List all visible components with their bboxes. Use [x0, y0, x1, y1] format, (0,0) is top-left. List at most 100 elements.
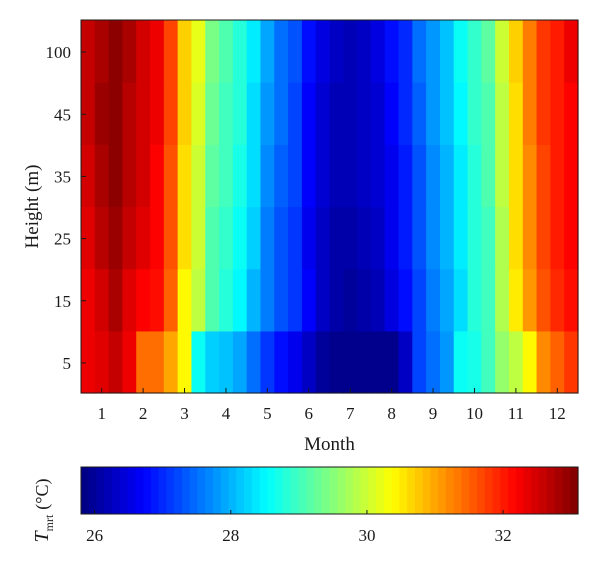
heatmap-cell [81, 206, 96, 270]
heatmap-cell [495, 268, 510, 332]
colorbar-strip [275, 467, 284, 514]
heatmap-cell [467, 268, 482, 332]
heatmap-cell [205, 82, 220, 145]
x-tick-label: 9 [429, 404, 438, 423]
colorbar-strip [345, 467, 354, 514]
colorbar-strip [236, 467, 245, 514]
colorbar-strip [515, 467, 525, 514]
colorbar-strip [352, 467, 362, 514]
heatmap-cell [481, 268, 496, 332]
colorbar-strip [189, 467, 199, 514]
heatmap-cell [150, 268, 165, 332]
heatmap-cell [108, 20, 124, 83]
heatmap-cell [536, 144, 551, 208]
colorbar-strip [484, 467, 494, 514]
heatmap-cell [536, 206, 551, 270]
heatmap-cell [412, 144, 427, 208]
colorbar-frame [80, 466, 579, 515]
heatmap-cell [357, 330, 372, 394]
heatmap-cell [426, 20, 441, 83]
heatmap-cell [94, 144, 110, 208]
colorbar-strip [181, 467, 191, 514]
heatmap-cell [564, 144, 579, 208]
colorbar-strip [554, 467, 564, 514]
colorbar-strip [282, 467, 292, 514]
heatmap-cell [564, 20, 579, 83]
heatmap-cell [412, 82, 427, 145]
heatmap-cell [453, 82, 469, 145]
heatmap-cell [357, 268, 372, 332]
heatmap-cell [191, 144, 206, 208]
heatmap-cell [536, 330, 551, 394]
colorbar-strip [469, 467, 478, 514]
heatmap-cell [439, 82, 455, 145]
colorbar-strip [112, 467, 121, 514]
heatmap-cell [94, 20, 110, 83]
colorbar-strip [220, 467, 230, 514]
heatmap-cell [564, 206, 579, 270]
colorbar-strip [438, 467, 447, 514]
heatmap-cell [81, 82, 96, 145]
colorbar-strip [306, 467, 315, 514]
heatmap-cell [495, 206, 510, 270]
colorbar-strip [313, 467, 323, 514]
colorbar-strip [422, 467, 432, 514]
heatmap-cell [495, 144, 510, 208]
heatmap-cell [426, 206, 441, 270]
heatmap-cell [232, 82, 248, 145]
heatmap-cell [357, 82, 372, 145]
heatmap-cell [288, 206, 303, 270]
colorbar-strip [508, 467, 517, 514]
heatmap-cell [343, 144, 358, 208]
x-tick-label: 8 [387, 404, 396, 423]
heatmap-cell [136, 206, 151, 270]
colorbar-strip [407, 467, 416, 514]
colorbar-strip [337, 467, 346, 514]
heatmap-cell [508, 20, 524, 83]
heatmap-cell [329, 82, 344, 145]
x-tick-label: 5 [263, 404, 272, 423]
y-tick-label: 100 [46, 43, 72, 62]
heatmap-cell [246, 144, 262, 208]
heatmap-cell [260, 268, 275, 332]
heatmap-cell [522, 144, 538, 208]
colorbar-strip [150, 467, 160, 514]
heatmap-cell [522, 330, 538, 394]
heatmap-cell [467, 144, 482, 208]
x-tick-label: 2 [139, 404, 148, 423]
heatmap-cell [232, 20, 248, 83]
heatmap-cell [384, 144, 400, 208]
colorbar-ticks: 26 28 30 32 [86, 510, 512, 545]
heatmap-cell [219, 144, 234, 208]
heatmap-cell [495, 330, 510, 394]
colorbar-strip [383, 467, 393, 514]
heatmap-cell [191, 20, 206, 83]
heatmap-cell [163, 268, 179, 332]
heatmap-cell [467, 82, 482, 145]
heatmap-cell [315, 82, 331, 145]
colorbar-strip [228, 467, 237, 514]
heatmap-cell [260, 206, 275, 270]
heatmap-cell [522, 268, 538, 332]
heatmap-cell [288, 268, 303, 332]
heatmap-cell [412, 268, 427, 332]
heatmap-cell [94, 82, 110, 145]
heatmap-cell [301, 330, 317, 394]
heatmap-cell [439, 330, 455, 394]
heatmap-cell [191, 82, 206, 145]
heatmap-cell [384, 206, 400, 270]
heatmap-cell [329, 268, 344, 332]
heatmap-cell [315, 20, 331, 83]
heatmap-cell [81, 268, 96, 332]
heatmap-cell [108, 206, 124, 270]
heatmap-cell [329, 20, 344, 83]
heatmap-cell [122, 82, 137, 145]
y-tick-label: 5 [63, 354, 72, 373]
y-axis-label: Height (m) [22, 165, 43, 249]
heatmap-cell [343, 330, 358, 394]
heatmap-cell [495, 82, 510, 145]
heatmap-cell [384, 330, 400, 394]
heatmap-cell [274, 20, 289, 83]
heatmap-cell [453, 20, 469, 83]
colorbar-strip [453, 467, 463, 514]
